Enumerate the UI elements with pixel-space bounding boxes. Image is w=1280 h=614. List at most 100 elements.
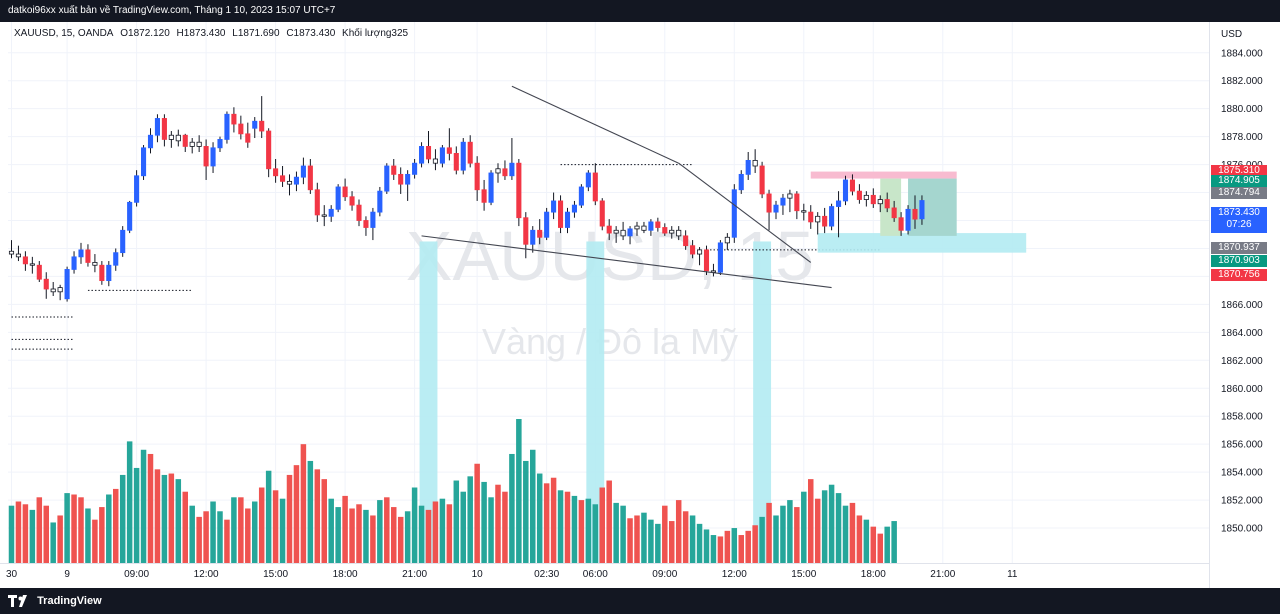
candle-body [300,165,306,178]
x-tick-label: 10 [472,569,484,580]
volume-bar [571,495,578,563]
candle-body [669,229,675,234]
candle [245,122,251,148]
candle [147,128,154,154]
position-box [908,178,957,236]
price-badge-label: 1870.903 [1218,255,1260,266]
volume-bar [370,515,376,563]
candle [912,195,918,229]
candle-body [842,179,849,202]
candle-body [217,139,223,149]
candle-body [238,123,244,135]
candle [349,191,355,211]
candle-body [307,165,313,191]
x-tick-label: 15:00 [791,569,816,580]
candle [481,179,487,211]
x-tick-label: 9 [64,569,70,580]
candle [99,261,105,285]
highlight-zone [753,241,772,563]
candle [168,131,174,148]
chart-frame[interactable]: XAUUSD, 15 Vàng / Đô la Mỹ 1884.000 1882.… [0,22,1280,588]
volume-bar [481,481,487,563]
candle-body [154,118,161,136]
candlestick-chart[interactable]: XAUUSD, 15 Vàng / Đô la Mỹ 1884.000 1882.… [0,22,1280,588]
candle-body [356,204,362,221]
x-tick-label: 11 [1007,569,1018,580]
candle [384,163,390,194]
candle [516,158,522,227]
candle-body [342,186,348,198]
candle-body [29,263,35,266]
x-tick-label: 09:00 [124,569,149,580]
candle-body [460,141,466,171]
candle [474,156,480,201]
candle-body [210,147,216,167]
candle [412,158,418,179]
volume-bar [224,519,230,563]
volume-bar [258,487,265,563]
axis-layer: 1884.0001882.0001880.0001878.0001876.000… [0,22,1263,588]
volume-bar [557,490,564,563]
footer-bar: TradingView [0,588,1280,614]
candle [822,207,828,234]
ohlc-legend: XAUUSD, 15, OANDA O1872.120 H1873.430 L1… [14,28,412,39]
price-badge: 1874.794 [1211,187,1267,199]
candle [134,170,140,207]
candle-body [578,186,584,206]
candle-body [279,175,286,182]
candle-body [168,134,174,140]
candle [273,158,279,183]
candle [307,158,313,194]
candle [592,163,598,206]
volume-bar [356,504,362,563]
candle-body [92,262,98,266]
candle-body [731,189,737,238]
volume-bar [411,487,418,563]
candle-body [613,229,619,234]
volume-bar [147,453,154,563]
volume-bar [231,497,237,563]
volume-bar [801,491,807,563]
candle [64,266,70,302]
candle-body [564,211,571,228]
volume-bar [328,498,334,563]
candle [641,221,647,234]
candle-body [335,186,341,210]
candle [203,139,209,180]
candle-body [856,190,862,200]
price-badge: 1874.905 [1211,175,1267,187]
candle [773,200,779,220]
volume-bar [349,508,355,563]
volume-bar [113,488,119,563]
volume-bar [543,483,550,563]
candle-body [384,165,390,192]
x-tick-label: 02:30 [534,569,559,580]
y-tick-label: 1884.000 [1221,48,1263,59]
candle [627,226,633,245]
candle-body [286,180,293,185]
candle-body [794,193,800,212]
candle [377,186,383,217]
candle [113,248,119,271]
candle-body [641,225,647,231]
candle [815,212,821,235]
candle [293,171,299,192]
candle [870,188,876,208]
legend-high: H1873.430 [176,28,226,39]
candle [905,205,911,235]
candle-body [481,189,487,203]
candle [127,200,133,234]
currency-label: USD [1221,29,1242,40]
legend-low: L1871.690 [232,28,280,39]
candle [266,128,272,178]
candle [453,146,459,175]
volume-bar [425,509,432,563]
candle [15,245,21,262]
volume-bar [460,491,466,563]
candle-body [370,211,376,228]
support-zone [817,233,1027,253]
candle-body [523,217,529,245]
candle [432,149,438,171]
candle-body [231,113,237,125]
y-tick-label: 1882.000 [1221,76,1263,87]
